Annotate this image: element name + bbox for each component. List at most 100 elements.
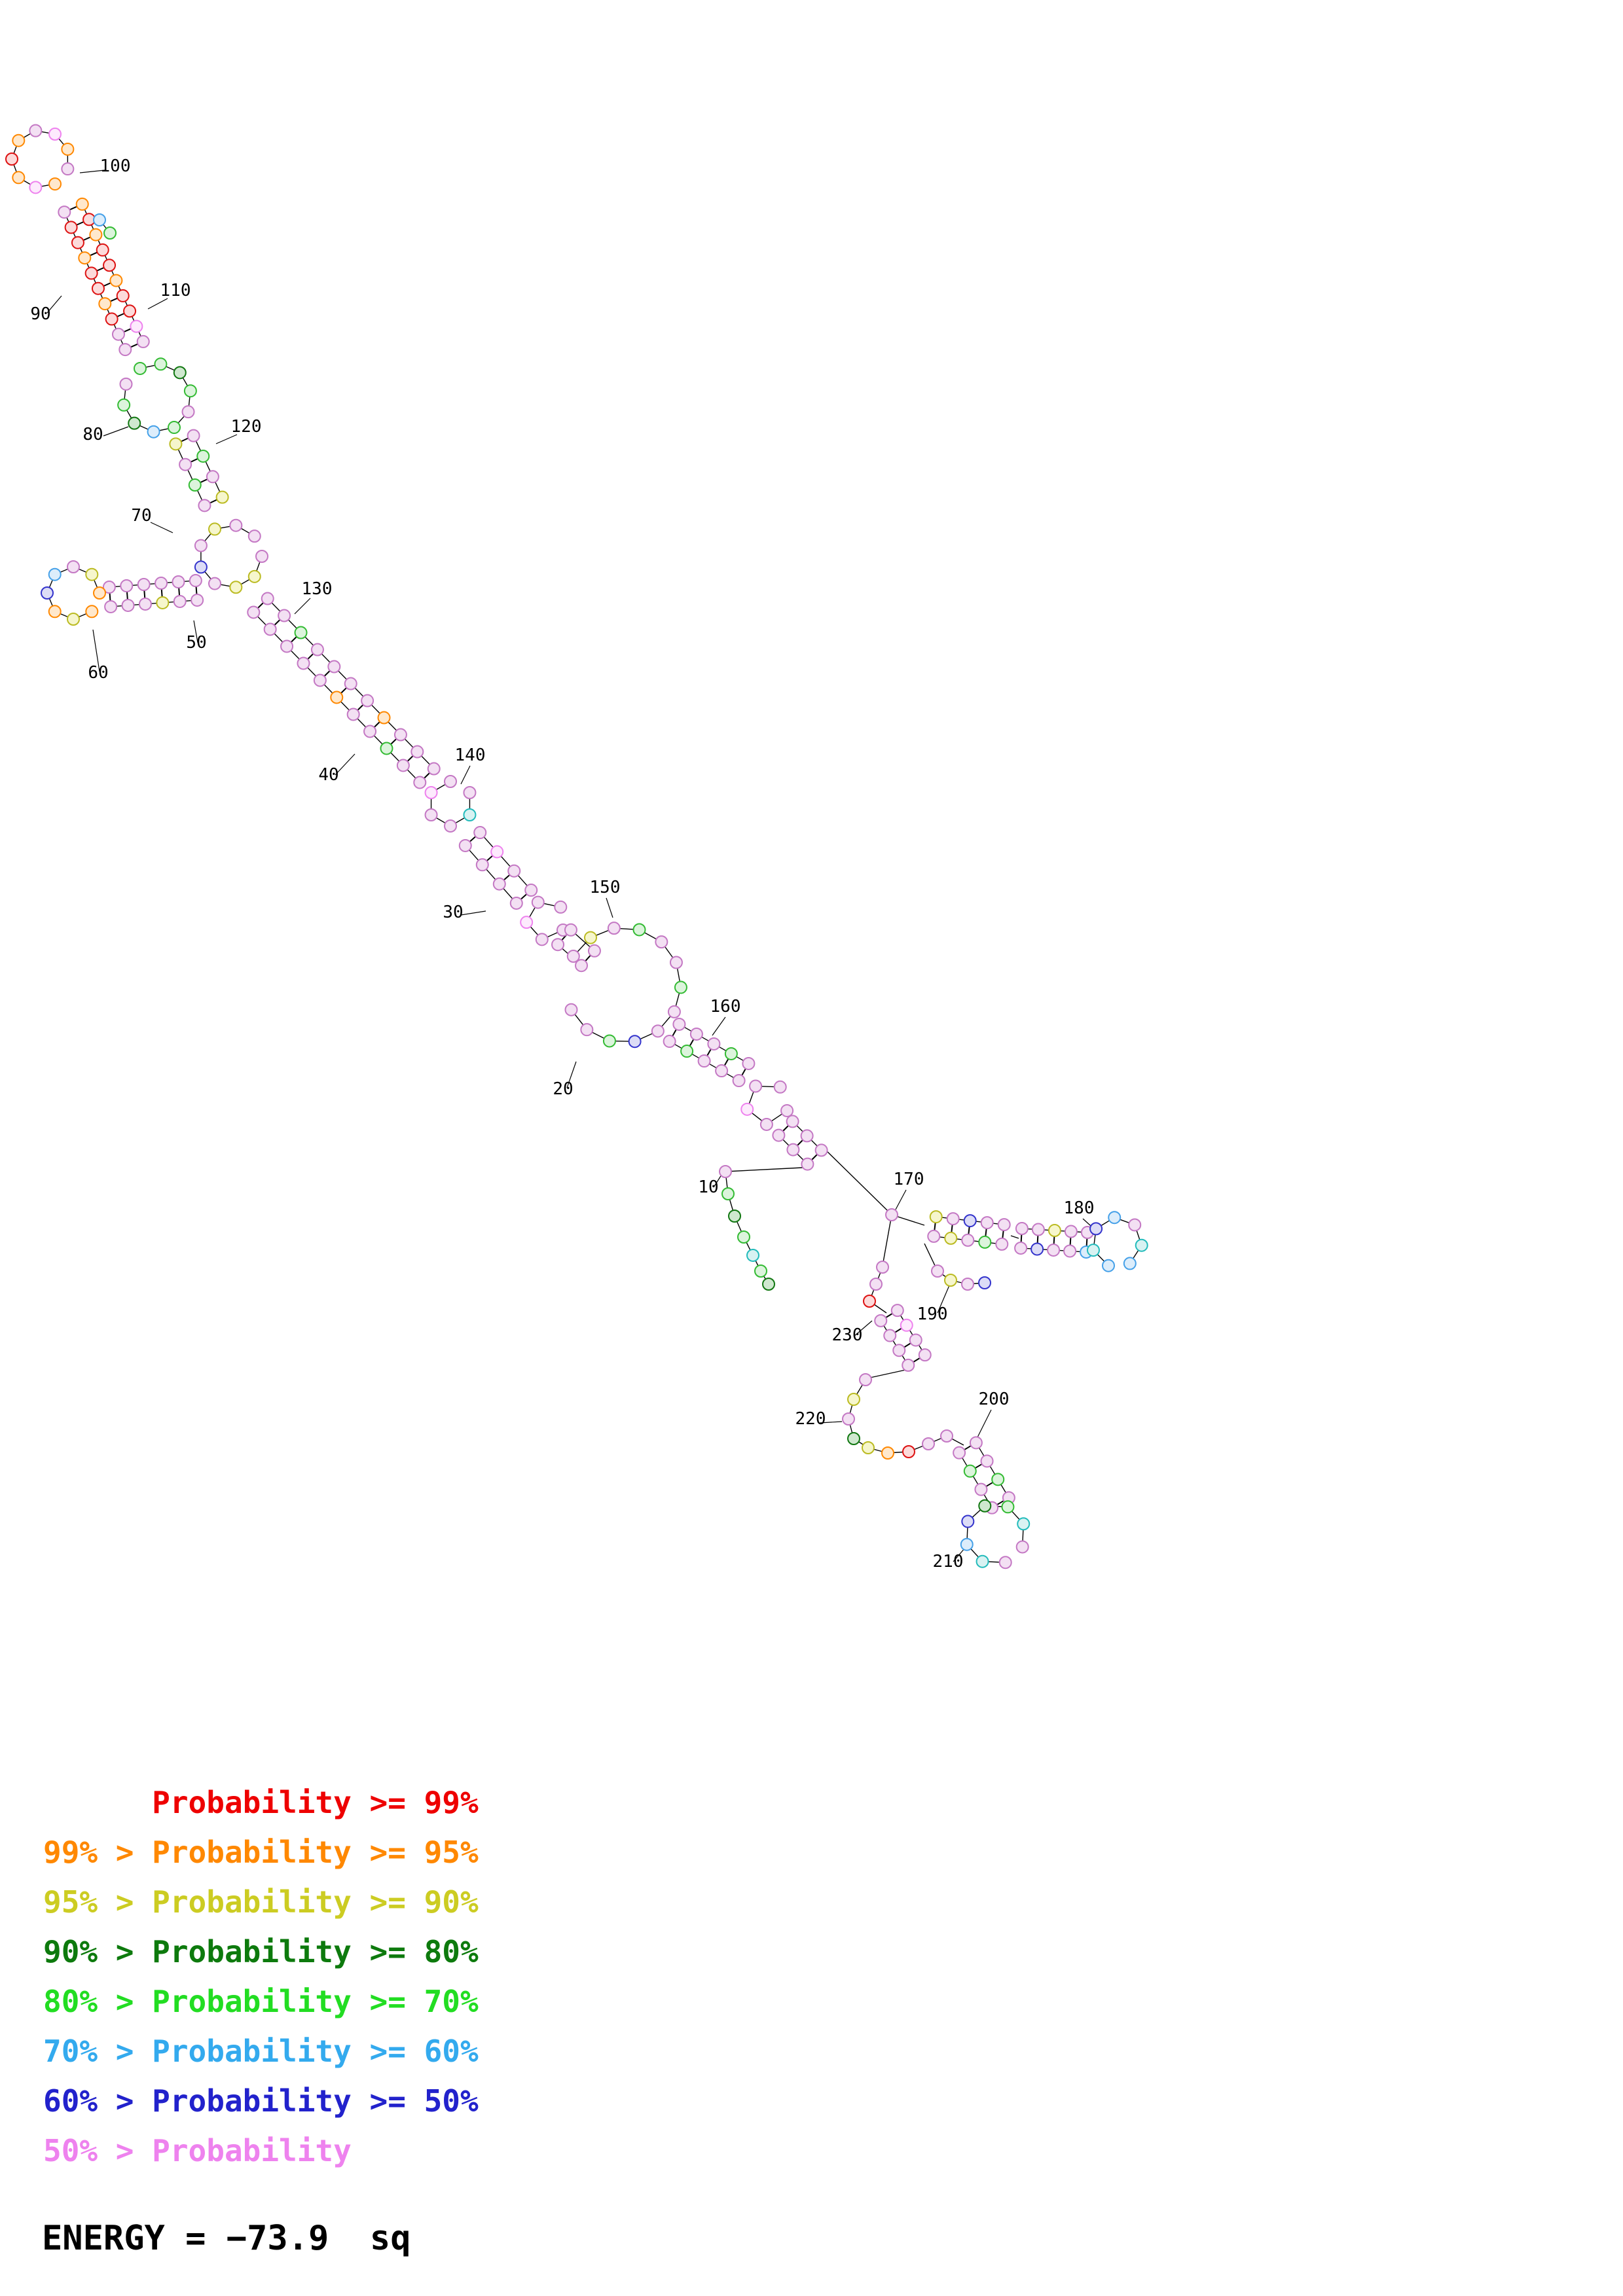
- nucleotide: [173, 594, 187, 608]
- nucleotide: [120, 579, 134, 593]
- nucleotide: [881, 1446, 894, 1460]
- nucleotide: [1089, 1222, 1103, 1236]
- nucleotide: [1102, 1259, 1116, 1272]
- nucleotide: [194, 539, 208, 552]
- nucleotide: [119, 377, 133, 391]
- nucleotide: [187, 429, 200, 442]
- nucleotide: [1064, 1225, 1078, 1238]
- nucleotide: [5, 152, 18, 166]
- nucleotide: [863, 1295, 876, 1308]
- nucleotide: [490, 845, 504, 859]
- nucleotide: [922, 1437, 935, 1450]
- backbone-line: [1010, 1235, 1019, 1239]
- position-label: 130: [302, 579, 333, 599]
- nucleotide: [728, 1210, 741, 1223]
- nucleotide: [1047, 1243, 1061, 1257]
- nucleotide: [740, 1102, 754, 1116]
- nucleotide: [674, 980, 687, 994]
- nucleotide: [463, 786, 477, 799]
- backbone-line: [193, 620, 198, 643]
- nucleotide: [310, 643, 324, 656]
- nucleotide: [78, 251, 92, 265]
- nucleotide: [862, 1441, 875, 1454]
- position-label: 10: [698, 1177, 718, 1197]
- nucleotide: [876, 1261, 889, 1274]
- nucleotide: [128, 416, 141, 430]
- nucleotide: [918, 1348, 932, 1362]
- nucleotide: [759, 1117, 773, 1131]
- nucleotide: [786, 1115, 799, 1128]
- nucleotide: [215, 490, 229, 504]
- nucleotide: [103, 226, 117, 240]
- legend-line: 50% > Probability: [43, 2133, 352, 2168]
- nucleotide: [48, 567, 62, 581]
- position-label: 40: [318, 765, 338, 785]
- position-label: 60: [88, 663, 108, 683]
- nucleotide: [931, 1265, 944, 1278]
- position-label: 170: [894, 1170, 924, 1189]
- nucleotide: [130, 319, 143, 333]
- nucleotide: [179, 457, 192, 471]
- nucleotide: [584, 931, 598, 944]
- backbone-line: [866, 1369, 909, 1379]
- nucleotide: [961, 1515, 975, 1528]
- nucleotide: [564, 923, 577, 937]
- position-label: 140: [455, 745, 486, 765]
- legend-line: 99% > Probability >= 95%: [43, 1835, 479, 1870]
- nucleotide: [587, 944, 601, 958]
- nucleotide: [247, 529, 261, 543]
- nucleotide: [172, 575, 185, 589]
- backbone-line: [335, 753, 356, 776]
- backbone-line: [215, 434, 238, 444]
- nucleotide: [294, 626, 308, 639]
- position-label: 50: [186, 633, 206, 653]
- nucleotide: [724, 1047, 738, 1060]
- legend-line: 80% > Probability >= 70%: [43, 1984, 479, 2019]
- nucleotide: [680, 1045, 694, 1058]
- nucleotide: [946, 1212, 960, 1226]
- nucleotide: [96, 243, 109, 257]
- nucleotide: [247, 605, 261, 619]
- nucleotide: [109, 274, 123, 287]
- nucleotide: [732, 1074, 746, 1088]
- nucleotide: [188, 478, 202, 492]
- nucleotide: [507, 864, 521, 878]
- nucleotide: [786, 1143, 800, 1157]
- nucleotide: [1108, 1211, 1122, 1225]
- nucleotide: [229, 518, 243, 532]
- nucleotide: [255, 550, 268, 563]
- nucleotide: [75, 197, 89, 211]
- nucleotide: [191, 593, 204, 607]
- energy-label: ENERGY = −73.9 sq: [42, 2219, 411, 2258]
- nucleotide: [754, 1265, 767, 1278]
- position-label: 70: [131, 506, 151, 526]
- backbone-line: [895, 1189, 907, 1210]
- nucleotide: [520, 916, 534, 929]
- nucleotide: [208, 577, 221, 590]
- nucleotide: [155, 577, 168, 590]
- nucleotide: [134, 361, 147, 375]
- nucleotide: [247, 569, 261, 583]
- nucleotide: [93, 213, 106, 226]
- backbone-line: [566, 1061, 577, 1088]
- nucleotide: [874, 1314, 888, 1327]
- nucleotide: [1135, 1238, 1148, 1252]
- nucleotide: [940, 1429, 953, 1443]
- nucleotide: [564, 1003, 578, 1016]
- nucleotide: [902, 1358, 915, 1372]
- nucleotide: [963, 1464, 977, 1478]
- nucleotide: [67, 560, 80, 573]
- backbone-line: [294, 598, 311, 615]
- nucleotide: [651, 1024, 665, 1038]
- nucleotide: [102, 581, 116, 594]
- nucleotide: [278, 609, 291, 622]
- nucleotide: [672, 1017, 686, 1031]
- nucleotide: [746, 1249, 759, 1262]
- nucleotide: [1128, 1218, 1142, 1232]
- nucleotide: [377, 711, 391, 725]
- nucleotide: [463, 808, 477, 821]
- nucleotide: [48, 127, 62, 141]
- backbone-line: [725, 1167, 803, 1172]
- nucleotide: [667, 1005, 681, 1018]
- nucleotide: [902, 1445, 915, 1458]
